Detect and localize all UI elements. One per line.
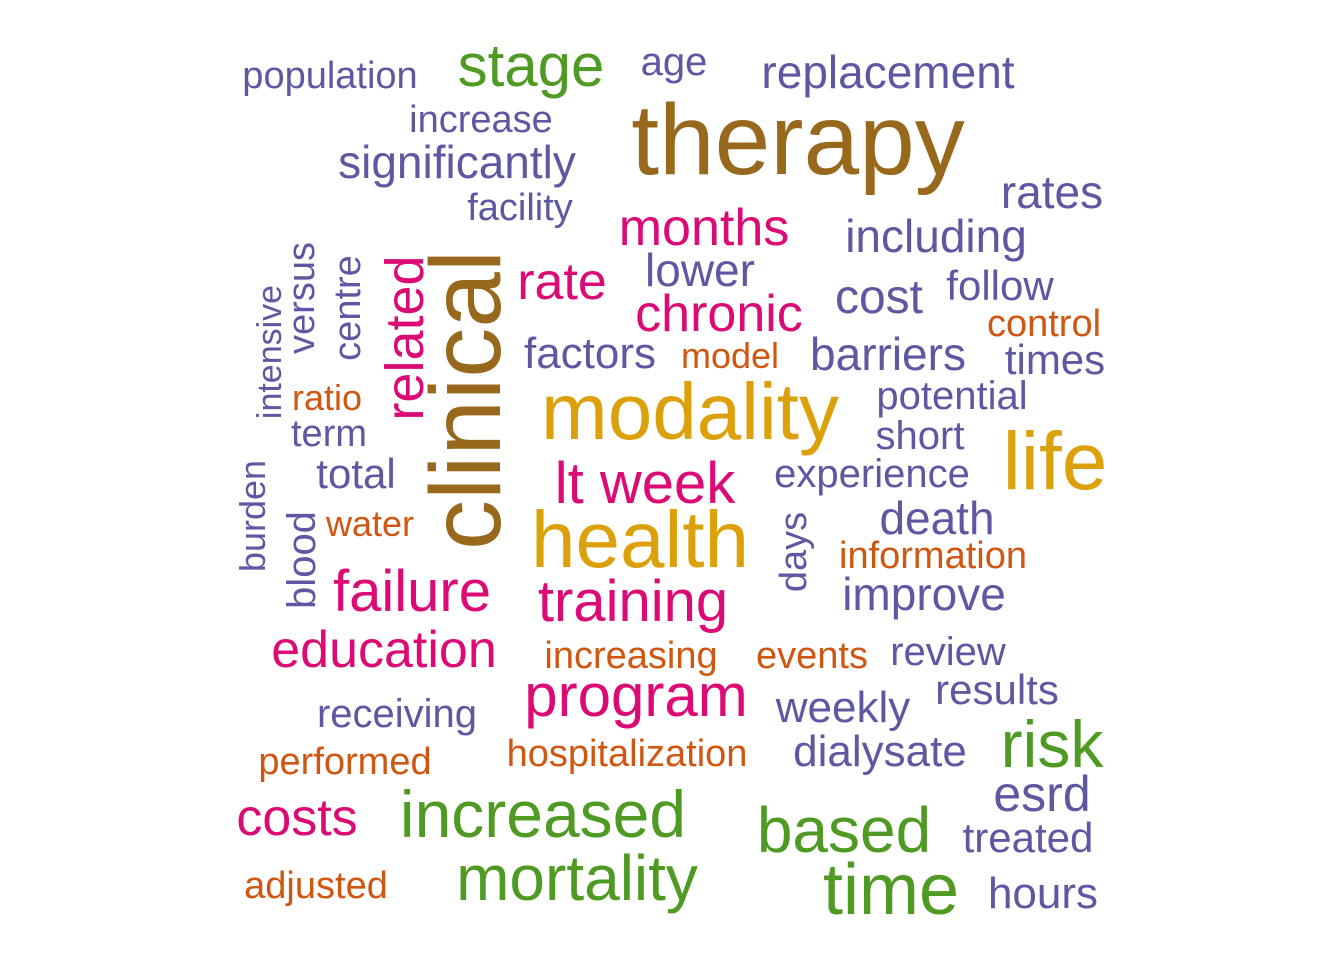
word-rates: rates [1000,166,1104,218]
word-ratio: ratio [291,377,363,418]
word-chronic: chronic [635,285,803,343]
word-based: based [756,794,932,866]
word-versus: versus [281,242,323,354]
word-increase: increase [409,99,553,141]
word-model: model [680,335,780,376]
word-training: training [537,569,729,634]
word-rate: rate [517,253,607,311]
word-days: days [773,511,815,593]
word-results: results [935,666,1059,713]
word-adjusted: adjusted [244,865,388,907]
word-centre: centre [327,255,369,361]
word-significantly: significantly [338,136,576,188]
word-modality: modality [541,367,839,456]
word-blood: blood [280,511,324,609]
word-follow: follow [946,262,1054,309]
word-information: information [839,535,1027,577]
word-total: total [316,450,396,497]
word-life: life [1002,416,1108,507]
word-treated: treated [962,814,1094,861]
word-improve: improve [842,568,1006,620]
word-increasing: increasing [544,635,718,677]
word-education: education [271,621,497,679]
word-population: population [242,55,418,97]
word-lower: lower [645,244,755,296]
word-health: health [531,495,749,584]
word-esrd: esrd [993,766,1091,822]
word-months: months [618,199,790,257]
word-therapy: therapy [631,84,965,196]
word-increased: increased [399,777,687,851]
word-hours: hours [987,869,1099,918]
word-control: control [986,303,1102,345]
word-costs: costs [236,789,358,847]
word-death: death [879,492,995,544]
word-stage: stage [457,32,605,99]
word-program: program [524,662,748,729]
word-review: review [890,630,1006,674]
word-replacement: replacement [761,46,1015,98]
word-failure: failure [333,559,491,624]
word-weekly: weekly [775,683,911,732]
word-performed: performed [258,741,432,783]
word-lt-week: lt week [554,451,736,516]
word-mortality: mortality [456,842,698,914]
word-receiving: receiving [316,692,478,736]
word-short: short [875,414,965,458]
word-cost: cost [834,271,924,324]
word-factors: factors [523,329,657,378]
word-term: term [291,413,367,455]
word-times: times [1004,336,1106,383]
word-hospitalization: hospitalization [506,733,748,775]
word-age: age [640,40,708,84]
word-potential: potential [876,374,1028,418]
word-experience: experience [774,452,970,496]
word-events: events [756,635,868,677]
word-burden: burden [232,459,273,573]
word-time: time [822,850,960,930]
word-facility: facility [467,187,573,229]
word-barriers: barriers [810,328,966,380]
word-dialysate: dialysate [793,727,967,776]
word-clinical: clinical [410,249,522,551]
word-risk: risk [1000,707,1104,781]
word-water: water [325,503,415,544]
word-including: including [845,210,1027,262]
